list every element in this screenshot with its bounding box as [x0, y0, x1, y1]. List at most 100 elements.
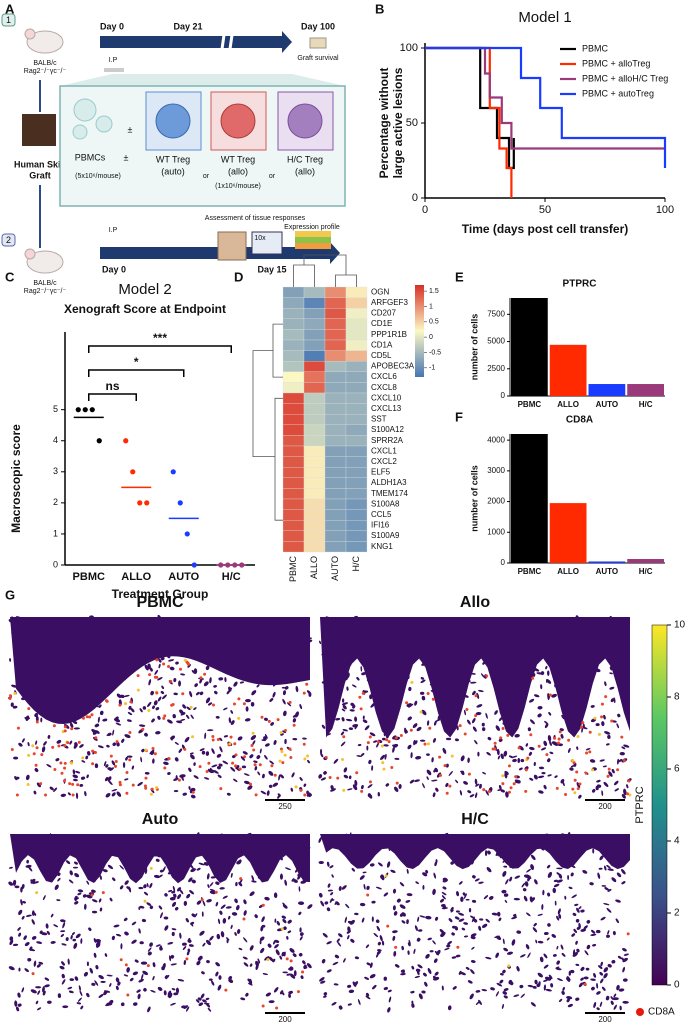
cd8a-cell [31, 972, 35, 976]
stroma-cell [190, 868, 196, 873]
stroma-cell [418, 993, 423, 1000]
stroma-cell [623, 953, 629, 956]
y-tick-label: 5 [53, 404, 58, 414]
stroma-cell [571, 933, 576, 937]
stroma-cell [496, 748, 500, 756]
cd8a-cell [181, 692, 185, 696]
stroma-cell [425, 869, 429, 874]
stroma-cell [69, 740, 73, 745]
stroma-cell [120, 943, 123, 950]
stroma-cell [21, 915, 25, 920]
cd8a-cell [81, 756, 85, 760]
stroma-cell [436, 949, 441, 956]
stroma-cell [611, 959, 616, 964]
stroma-cell [179, 889, 184, 895]
cd8a-cell [380, 744, 384, 748]
stroma-cell [74, 895, 78, 902]
stroma-cell [470, 969, 475, 975]
stroma-cell [222, 760, 229, 765]
stroma-cell [116, 791, 122, 797]
stroma-cell [288, 993, 291, 998]
cd8a-cell [77, 740, 81, 744]
stroma-cell [575, 963, 580, 966]
stroma-cell [264, 956, 270, 961]
cd8a-cell [604, 695, 608, 699]
cd8a-cell [131, 783, 135, 787]
cd8a-cell [189, 705, 193, 709]
stroma-cell [149, 882, 153, 889]
cd8a-cell [155, 691, 159, 695]
stroma-cell [30, 878, 36, 884]
cd8a-cell [409, 728, 413, 732]
cd8a-cell [118, 783, 122, 787]
stroma-cell [160, 690, 165, 695]
mouse-label: Rag2⁻/⁻γc⁻/⁻ [24, 68, 67, 75]
stroma-cell [478, 783, 482, 789]
stroma-cell [452, 925, 457, 929]
stroma-cell [497, 911, 501, 917]
stroma-cell [161, 685, 165, 690]
stroma-cell [553, 879, 558, 883]
stroma-cell [183, 900, 188, 906]
mouse-icon [26, 30, 64, 54]
stroma-cell [297, 874, 302, 880]
stroma-cell [249, 945, 254, 951]
cd8a-cell [35, 891, 39, 895]
stroma-cell [240, 997, 246, 1001]
treg-label: WT Treg [156, 154, 190, 164]
cd8a-cell [342, 735, 346, 739]
stroma-cell [498, 917, 502, 922]
y-axis-label: large active lesions [391, 67, 405, 178]
stroma-cell [475, 1000, 481, 1005]
stroma-cell [334, 954, 340, 959]
stroma-cell [119, 885, 124, 890]
stroma-cell [155, 944, 161, 947]
stroma-cell [171, 890, 176, 894]
stroma-cell [567, 1003, 574, 1008]
stroma-cell [93, 938, 97, 943]
stroma-cell [8, 866, 13, 869]
stroma-cell [226, 792, 231, 796]
stroma-cell [609, 672, 613, 675]
heatmap-cell [345, 286, 368, 298]
stroma-cell [440, 934, 445, 938]
stroma-cell [157, 696, 162, 702]
stroma-cell [300, 975, 304, 980]
stroma-cell [139, 905, 145, 909]
stroma-cell [62, 922, 66, 929]
stroma-cell [35, 715, 39, 722]
x-tick-label: AUTO [168, 571, 199, 583]
stroma-cell [576, 948, 580, 953]
heatmap-cell [282, 541, 305, 553]
cd8a-cell [507, 964, 511, 968]
stroma-cell [537, 713, 542, 718]
cd8a-cell [289, 959, 293, 963]
heatmap-cell [303, 488, 326, 500]
stroma-cell [204, 732, 207, 740]
stroma-cell [287, 930, 292, 934]
stroma-cell [523, 895, 528, 902]
stroma-cell [474, 792, 478, 799]
graft-survival: Graft survival [297, 55, 339, 62]
stroma-cell [385, 783, 390, 787]
row-label: CD1A [371, 340, 393, 349]
stroma-cell [177, 978, 185, 982]
stroma-cell [228, 976, 233, 980]
cd8a-cell [296, 990, 300, 994]
stroma-cell [147, 1006, 151, 1013]
stroma-cell [144, 732, 148, 737]
stroma-cell [257, 958, 261, 964]
stroma-cell [572, 912, 577, 916]
panel-labels: A B C D E F G [5, 1, 464, 602]
cd8a-cell [34, 763, 38, 767]
stroma-cell [111, 877, 116, 882]
stroma-cell [286, 936, 289, 940]
stroma-cell [612, 931, 616, 936]
stroma-cell [282, 971, 288, 974]
stroma-cell [91, 889, 96, 893]
stroma-cell [220, 931, 225, 938]
stroma-cell [561, 952, 566, 957]
stroma-cell [386, 861, 391, 868]
stroma-cell [350, 702, 355, 707]
y-axis-label: Percentage without [377, 68, 391, 179]
